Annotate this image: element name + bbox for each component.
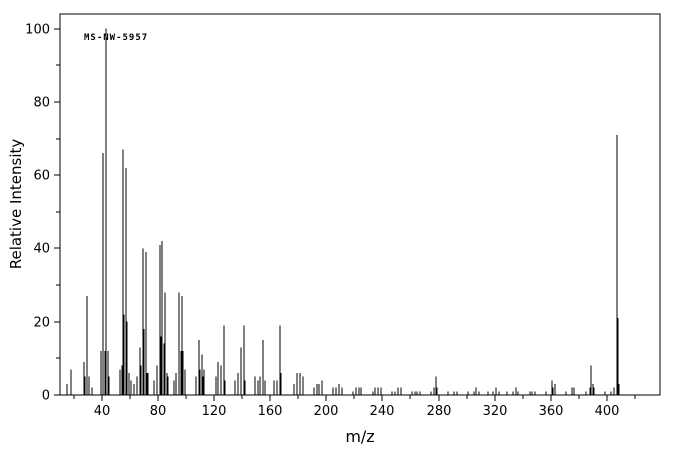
svg-text:200: 200 (314, 404, 339, 419)
svg-text:40: 40 (94, 404, 111, 419)
svg-text:0: 0 (42, 389, 50, 404)
y-axis-label: Relative Intensity (7, 138, 25, 270)
x-axis-label: m/z (345, 427, 375, 446)
svg-text:160: 160 (258, 404, 283, 419)
svg-text:320: 320 (483, 404, 508, 419)
svg-text:360: 360 (539, 404, 564, 419)
svg-text:100: 100 (25, 23, 50, 38)
svg-text:80: 80 (150, 404, 167, 419)
svg-text:40: 40 (33, 242, 50, 257)
svg-text:120: 120 (202, 404, 227, 419)
spectrum-id-label: MS-NW-5957 (84, 33, 149, 43)
svg-text:400: 400 (595, 404, 620, 419)
svg-text:240: 240 (370, 404, 395, 419)
svg-text:60: 60 (33, 169, 50, 184)
svg-text:280: 280 (427, 404, 452, 419)
svg-text:80: 80 (33, 96, 50, 111)
svg-text:20: 20 (33, 316, 50, 331)
